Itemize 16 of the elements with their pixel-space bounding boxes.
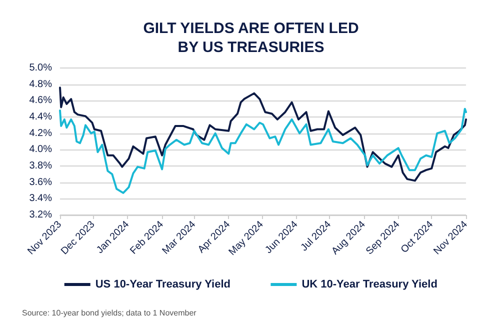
y-tick-label: 3.4% [29,193,52,204]
legend-label: US 10-Year Treasury Yield [95,278,230,290]
y-tick-label: 3.8% [29,160,52,172]
y-tick-label: 5.0% [29,62,52,74]
y-tick-label: 3.2% [29,210,52,220]
legend-label: UK 10-Year Treasury Yield [302,278,438,290]
line-series [59,108,467,194]
y-tick-label: 4.8% [29,78,52,90]
y-tick-label: 4.2% [29,128,52,139]
y-tick-label: 4.6% [29,95,52,106]
line-series [59,86,467,182]
y-tick-label: 4.0% [29,144,52,156]
chart-title: GILT YIELDS ARE OFTEN LED BY US TREASURIES [143,20,359,56]
y-tick-label: 3.6% [29,176,52,188]
y-tick-label: 4.4% [29,112,52,122]
source-note: Source: 10-year bond yields; data to 1 November [22,308,197,318]
